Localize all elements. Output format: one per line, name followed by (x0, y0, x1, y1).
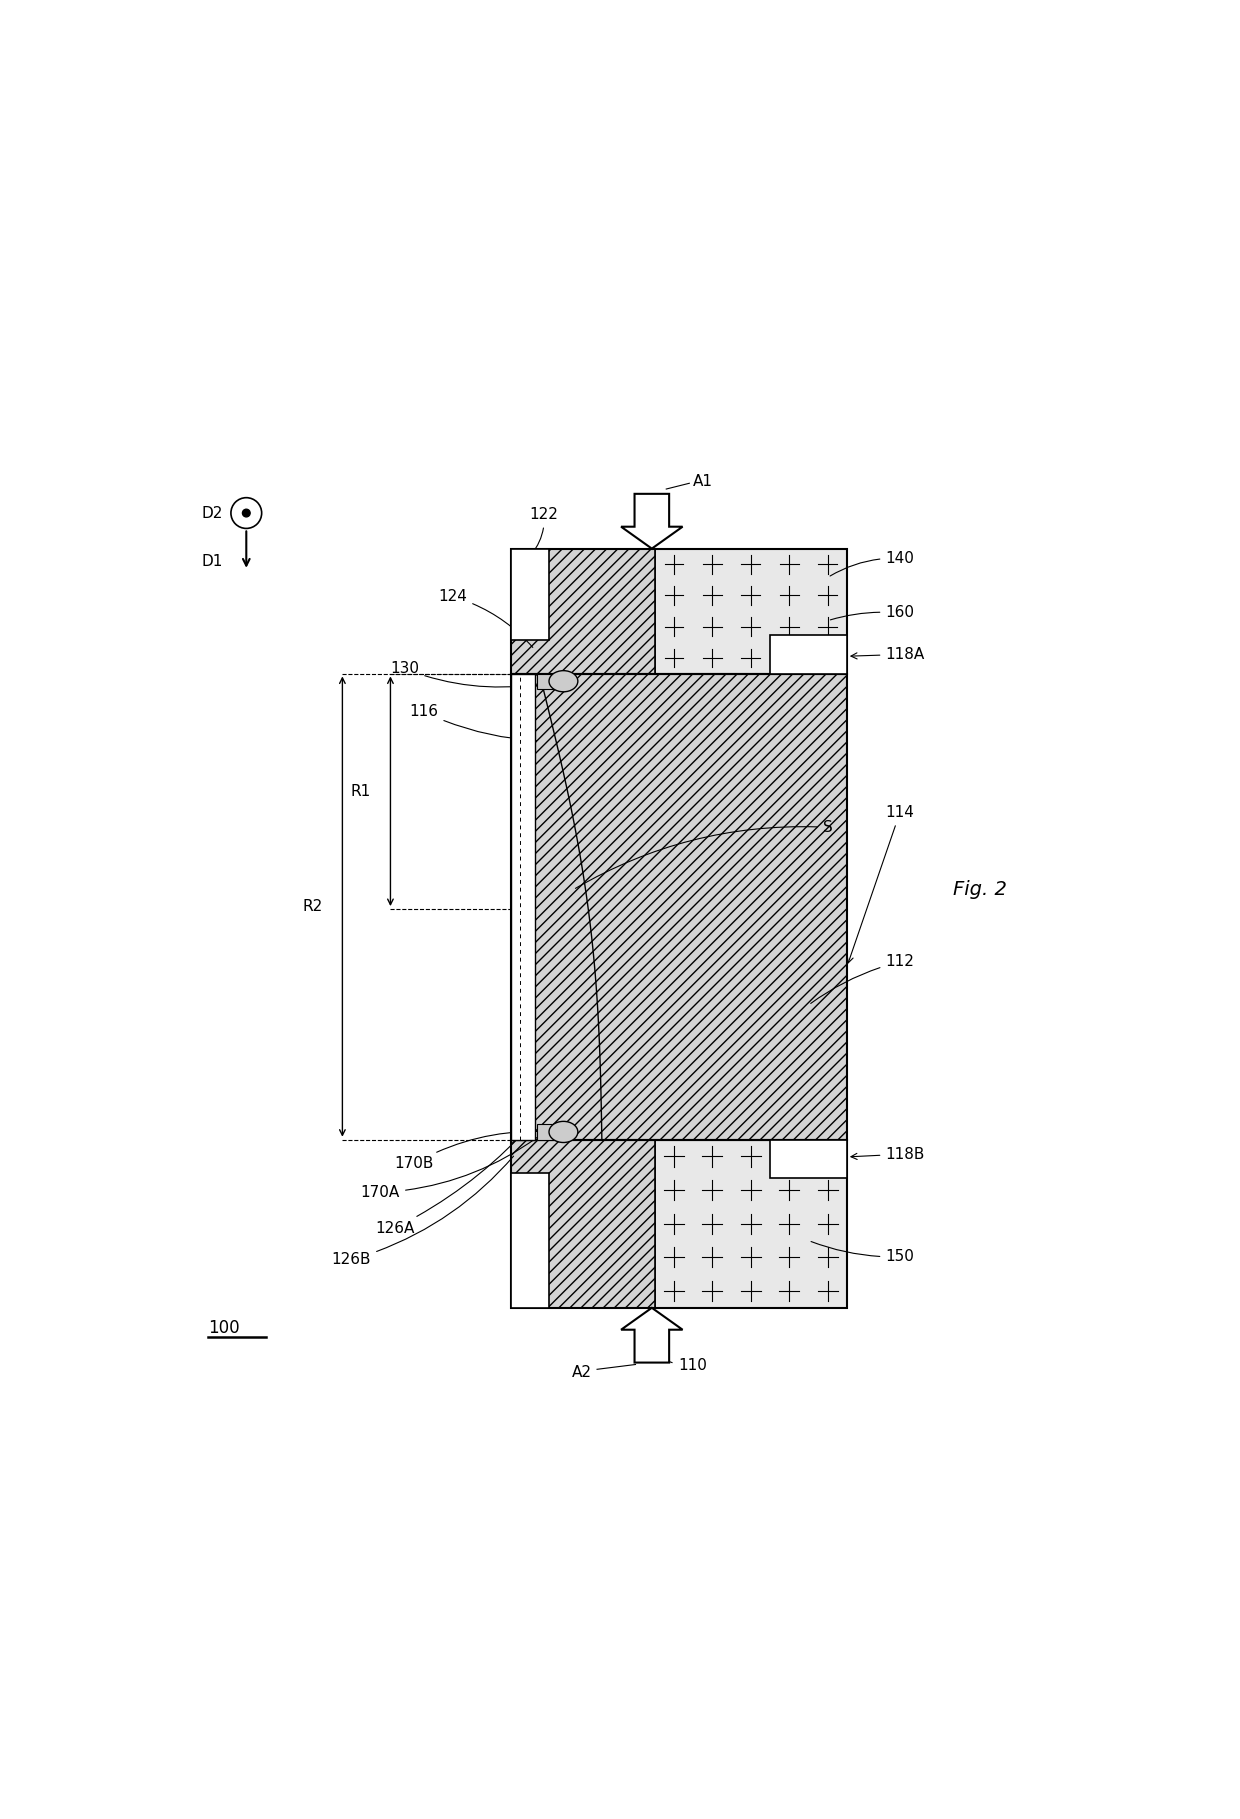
Text: 150: 150 (811, 1242, 914, 1264)
Text: 118A: 118A (851, 648, 925, 662)
Circle shape (243, 509, 250, 517)
Text: 116: 116 (409, 704, 537, 740)
Text: 140: 140 (830, 551, 914, 577)
Polygon shape (621, 1308, 682, 1362)
Ellipse shape (549, 671, 578, 691)
Text: A1: A1 (693, 473, 713, 489)
Bar (655, 549, 847, 673)
Text: D1: D1 (202, 553, 223, 569)
Text: 118B: 118B (851, 1146, 925, 1162)
Polygon shape (621, 493, 682, 549)
Ellipse shape (549, 1121, 578, 1142)
Text: 124: 124 (439, 589, 533, 648)
Text: 110: 110 (678, 1359, 708, 1373)
Bar (770, 635, 847, 673)
Bar (511, 1141, 655, 1308)
Text: 126A: 126A (374, 1122, 533, 1235)
Text: 126B: 126B (332, 1157, 513, 1268)
Text: R1: R1 (351, 784, 371, 799)
Bar (511, 673, 847, 1141)
Circle shape (231, 498, 262, 529)
Bar (511, 549, 847, 673)
Text: D2: D2 (202, 506, 223, 520)
Text: 100: 100 (208, 1319, 239, 1337)
Text: 122: 122 (529, 508, 559, 555)
Text: S: S (575, 820, 832, 888)
Bar (511, 673, 534, 1141)
Bar (537, 673, 553, 689)
Text: 160: 160 (831, 606, 914, 620)
Text: 112: 112 (811, 955, 914, 1004)
Bar (511, 1173, 549, 1308)
Bar (655, 1141, 847, 1308)
Bar (537, 1124, 553, 1141)
Text: 170A: 170A (361, 1137, 537, 1201)
Text: 170B: 170B (394, 1131, 551, 1171)
Text: 130: 130 (391, 662, 551, 688)
Bar (511, 673, 847, 1141)
Bar (511, 549, 549, 640)
Bar (511, 1141, 847, 1308)
Text: R2: R2 (303, 899, 324, 915)
Text: A2: A2 (572, 1364, 593, 1379)
Text: Fig. 2: Fig. 2 (952, 880, 1007, 899)
Text: 114: 114 (847, 806, 914, 962)
Bar (511, 549, 655, 673)
Bar (770, 1141, 847, 1179)
